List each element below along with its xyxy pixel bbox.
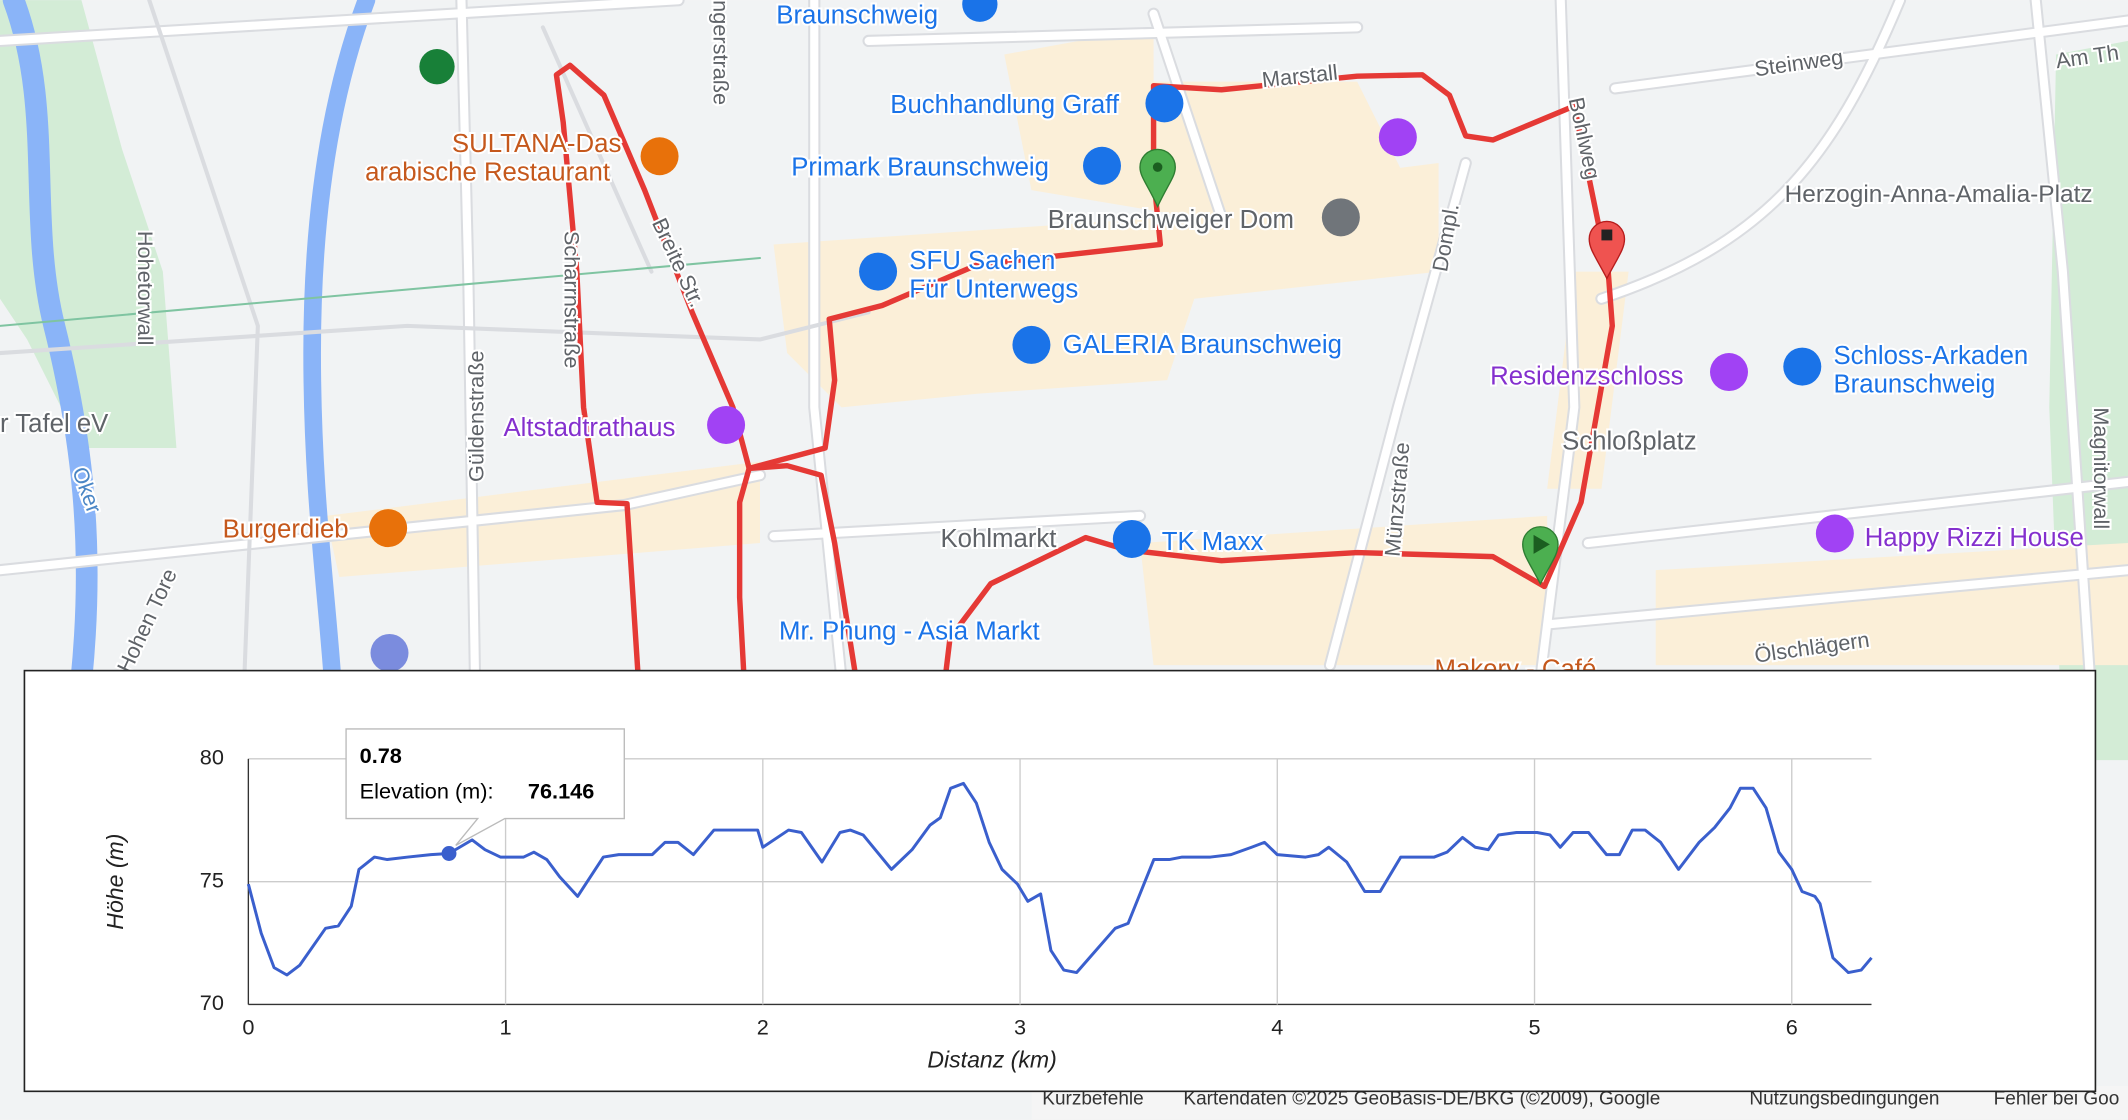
poi-icon	[640, 137, 679, 176]
boundary	[0, 257, 762, 327]
route	[553, 62, 1616, 673]
poi-icon	[369, 509, 408, 548]
poi-icon	[1083, 146, 1121, 185]
poi-icon	[962, 0, 998, 22]
end-marker	[1588, 220, 1626, 280]
map-label[interactable]: Altstadtrathaus	[501, 412, 677, 444]
footer-link[interactable]: Fehler bei Goo	[1994, 1088, 2120, 1109]
map-label[interactable]: SFU Sachen	[907, 245, 1057, 277]
map-label[interactable]: Kohlmarkt	[938, 523, 1058, 555]
map-label[interactable]: Buchhandlung Graff	[888, 89, 1122, 121]
map-label[interactable]: Güldenstraße	[461, 348, 490, 484]
footer-link[interactable]: Kartendaten ©2025 GeoBasis-DE/BKG (©2009…	[1183, 1088, 1660, 1109]
start-marker	[1522, 526, 1559, 586]
poi-icon	[1378, 118, 1417, 157]
poi-icon	[1710, 353, 1748, 392]
y-axis-title: Höhe (m)	[102, 834, 128, 930]
tooltip-x: 0.78	[360, 743, 402, 768]
tooltip-box	[345, 728, 625, 846]
y-tick-label: 75	[200, 867, 224, 892]
hover-point[interactable]	[441, 846, 457, 861]
end-icon	[1601, 229, 1613, 241]
map-label[interactable]: SULTANA-Das	[450, 128, 623, 160]
map-label[interactable]: Primark Braunschweig	[789, 151, 1051, 183]
waypoint-dot	[1152, 162, 1163, 172]
pedestrian-zone	[773, 163, 1439, 408]
poi-icons	[369, 0, 1854, 672]
waypoint-marker	[1139, 148, 1176, 209]
map-label[interactable]: Residenzschloss	[1488, 360, 1685, 392]
route-segment	[553, 62, 858, 673]
map-label[interactable]: Braunschweiger Dom	[1046, 204, 1296, 236]
footer-link[interactable]: Kurzbefehle	[1042, 1088, 1143, 1109]
x-tick-label: 0	[242, 1015, 254, 1040]
x-tick-label: 4	[1271, 1015, 1283, 1040]
map-footer: Kurzbefehle Kartendaten ©2025 GeoBasis-DE…	[1042, 1088, 2119, 1109]
map-label[interactable]: Braunschweig	[1831, 368, 1997, 400]
route-segment	[736, 72, 1616, 673]
x-axis-title: Distanz (km)	[927, 1047, 1056, 1073]
map-label[interactable]: Schloss-Arkaden	[1831, 340, 2030, 372]
route-markers	[1139, 148, 1626, 586]
start-icon	[1533, 534, 1550, 554]
map-label[interactable]: r Tafel eV	[0, 408, 111, 440]
poi-icon	[1112, 519, 1151, 558]
map-label[interactable]: arabische Restaurant	[363, 157, 612, 189]
elevation-line	[246, 781, 1873, 977]
x-tick-label: 2	[757, 1015, 769, 1040]
footer-link[interactable]: Nutzungsbedingungen	[1749, 1088, 1939, 1109]
x-tick-label: 3	[1014, 1015, 1026, 1040]
river	[2, 0, 98, 772]
tooltip-label: Elevation (m):	[360, 778, 494, 803]
poi-icon	[1783, 347, 1822, 386]
elevation-chart: 70 75 80 0 1 2 3 4 5 6 Distanz (km) Höhe (m) 0.78 Ele…	[102, 728, 1873, 1073]
x-tick-label: 1	[500, 1015, 512, 1040]
map-label[interactable]: Für Unterwegs	[907, 273, 1080, 305]
map-label[interactable]: Hohetorwall	[131, 229, 160, 348]
poi-icon	[1145, 84, 1184, 123]
map-label[interactable]: Mr. Phung - Asia Markt	[777, 615, 1042, 647]
map-label[interactable]: Scharrnstraße	[557, 229, 586, 371]
poi-icon	[1815, 514, 1854, 553]
poi-icon	[859, 252, 898, 291]
map-label[interactable]: TK Maxx	[1160, 526, 1266, 558]
y-tick-label: 80	[200, 745, 224, 770]
map-label[interactable]: Happy Rizzi House	[1863, 522, 2086, 554]
x-tick-label: 5	[1528, 1015, 1540, 1040]
pedestrian-zone	[1655, 543, 2128, 666]
poi-icon	[1321, 198, 1360, 237]
map-label[interactable]: Schloßplatz	[1560, 425, 1699, 457]
y-tick-label: 70	[200, 990, 224, 1015]
map-label[interactable]: Braunschweig	[774, 0, 940, 31]
map-label[interactable]: ngerstraße	[707, 0, 736, 107]
map-label[interactable]: Burgerdieb	[221, 514, 351, 546]
x-tick-label: 6	[1786, 1015, 1798, 1040]
poi-icon	[1012, 325, 1051, 364]
river	[303, 0, 376, 688]
poi-icon	[419, 49, 455, 85]
map-label[interactable]: Magnitorwall	[2087, 405, 2116, 531]
map-label[interactable]: GALERIA Braunschweig	[1061, 329, 1344, 361]
map-label[interactable]: Herzogin-Anna-Amalia-Platz	[1783, 179, 2095, 210]
minor-road	[0, 0, 871, 681]
poi-icon	[707, 405, 746, 444]
tooltip-value: 76.146	[528, 778, 594, 803]
poi-icon	[370, 633, 409, 672]
